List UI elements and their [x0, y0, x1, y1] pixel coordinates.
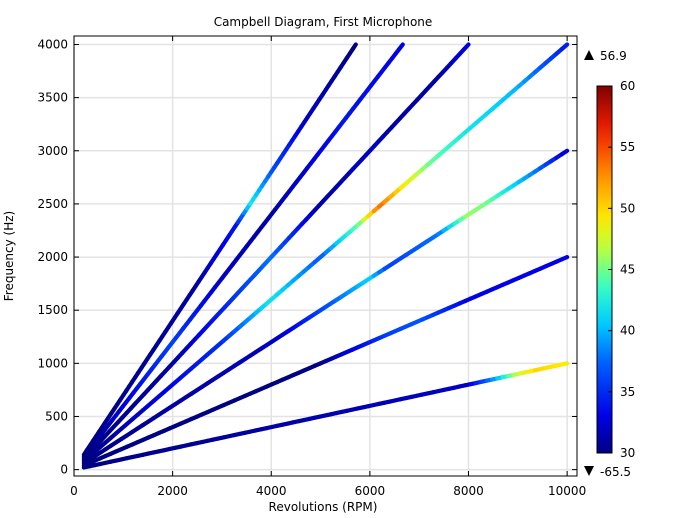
min-triangle-icon — [584, 466, 594, 476]
colorbar-tick-label: 30 — [620, 446, 635, 460]
y-tick-label: 1000 — [37, 356, 68, 370]
series-order-24 — [81, 42, 570, 464]
x-tick-label: 10000 — [548, 484, 586, 498]
x-tick-label: 8000 — [453, 484, 484, 498]
series-order-6 — [81, 361, 570, 470]
series-segment — [462, 42, 471, 52]
x-tick-label: 4000 — [256, 484, 287, 498]
series-order-36 — [81, 42, 405, 459]
max-triangle-icon — [584, 50, 594, 60]
plot-frame — [73, 35, 578, 477]
x-axis-title: Revolutions (RPM) — [269, 500, 378, 514]
y-axis: 0 500 1000 1500 2000 2500 3000 3500 4000 — [37, 38, 577, 477]
series-order-18 — [81, 148, 570, 466]
series-segment — [559, 42, 570, 52]
y-axis-title: Frequency (Hz) — [2, 211, 16, 302]
y-tick-label: 3000 — [37, 144, 68, 158]
series-segment — [350, 42, 358, 52]
colorbar-tick-label: 60 — [620, 79, 635, 93]
y-tick-label: 1500 — [37, 303, 68, 317]
y-tick-label: 500 — [45, 409, 68, 423]
y-tick-label: 3500 — [37, 91, 68, 105]
chart-title: Campbell Diagram, First Microphone — [214, 15, 433, 29]
colorbar-tick-label: 50 — [620, 201, 635, 215]
series-order-30 — [81, 42, 471, 462]
series-order-12 — [81, 254, 570, 468]
x-tick-label: 0 — [70, 484, 78, 498]
series-order-42 — [81, 42, 358, 457]
series-segment — [559, 254, 570, 262]
y-tick-label: 4000 — [37, 38, 68, 52]
x-axis: 0 2000 4000 6000 8000 10000 — [70, 36, 586, 498]
colorbar: 30 35 40 45 50 55 60 56.9 -65.5 — [584, 49, 635, 479]
y-tick-label: 2500 — [37, 197, 68, 211]
colorbar-tick-label: 35 — [620, 385, 635, 399]
series-lines — [81, 42, 570, 470]
series-segment — [559, 148, 570, 157]
colorbar-tick-label: 45 — [620, 263, 635, 277]
data-max-label: 56.9 — [600, 49, 627, 63]
x-tick-label: 6000 — [355, 484, 386, 498]
x-tick-label: 2000 — [157, 484, 188, 498]
series-segment — [559, 361, 570, 367]
data-min-label: -65.5 — [600, 465, 631, 479]
colorbar-tick-label: 55 — [620, 140, 635, 154]
y-tick-label: 0 — [60, 463, 68, 477]
y-tick-label: 2000 — [37, 250, 68, 264]
series-segment — [397, 42, 405, 52]
colorbar-tick-label: 40 — [620, 324, 635, 338]
